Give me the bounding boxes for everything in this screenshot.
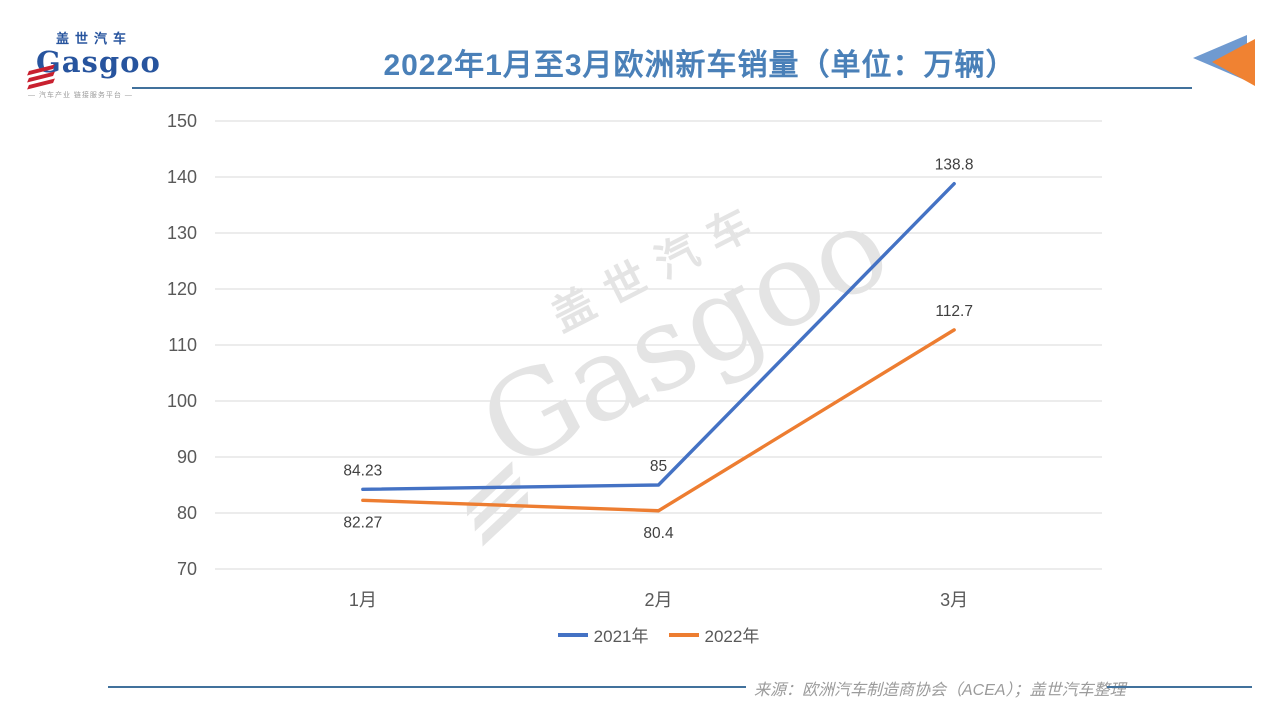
data-label: 82.27 <box>343 514 382 531</box>
triangle-orange <box>1212 39 1255 86</box>
data-label: 112.7 <box>935 303 973 320</box>
gasgoo-logo: 盖世汽车 Gasgoo — 汽车产业 链接服务平台 — <box>27 28 161 99</box>
data-label: 84.23 <box>343 462 382 479</box>
logo-en-text: Gasgoo <box>36 45 161 79</box>
legend-item-2021年: 2021年 <box>557 622 649 647</box>
x-tick-label: 3月 <box>940 590 968 610</box>
y-tick-label: 100 <box>167 391 197 411</box>
x-tick-label: 1月 <box>349 590 377 610</box>
logo-tagline: — 汽车产业 链接服务平台 — <box>28 92 133 99</box>
y-tick-label: 120 <box>167 279 197 299</box>
header-divider <box>132 87 1192 89</box>
series-line-2021年 <box>361 182 956 492</box>
corner-triangles-icon <box>1193 35 1255 86</box>
footer-divider-left <box>108 686 746 688</box>
legend-label: 2022年 <box>704 627 760 646</box>
series-line-2022年 <box>361 328 956 513</box>
legend-dash-icon <box>557 632 588 637</box>
y-tick-label: 80 <box>177 503 197 523</box>
y-tick-label: 150 <box>167 111 197 131</box>
footer-divider-right <box>1107 686 1252 688</box>
y-tick-label: 140 <box>167 167 197 187</box>
source-note: 来源：欧洲汽车制造商协会（ACEA）；盖世汽车整理 <box>754 682 1126 699</box>
legend-item-2022年: 2022年 <box>668 622 760 647</box>
logo-cn-text: 盖世汽车 <box>56 31 133 46</box>
legend-label: 2021年 <box>593 627 649 646</box>
data-label: 85 <box>650 458 667 475</box>
y-tick-label: 90 <box>177 447 197 467</box>
data-label: 80.4 <box>643 525 674 542</box>
legend-dash-icon <box>668 632 699 637</box>
y-tick-label: 110 <box>168 335 197 355</box>
data-label: 138.8 <box>935 157 974 174</box>
y-tick-label: 130 <box>167 223 197 243</box>
x-tick-label: 2月 <box>644 590 672 610</box>
page-title: 2022年1月至3月欧洲新车销量（单位：万辆） <box>383 49 1017 82</box>
y-tick-label: 70 <box>177 559 197 579</box>
chart-legend: 2021年 2022年 <box>215 622 1102 647</box>
